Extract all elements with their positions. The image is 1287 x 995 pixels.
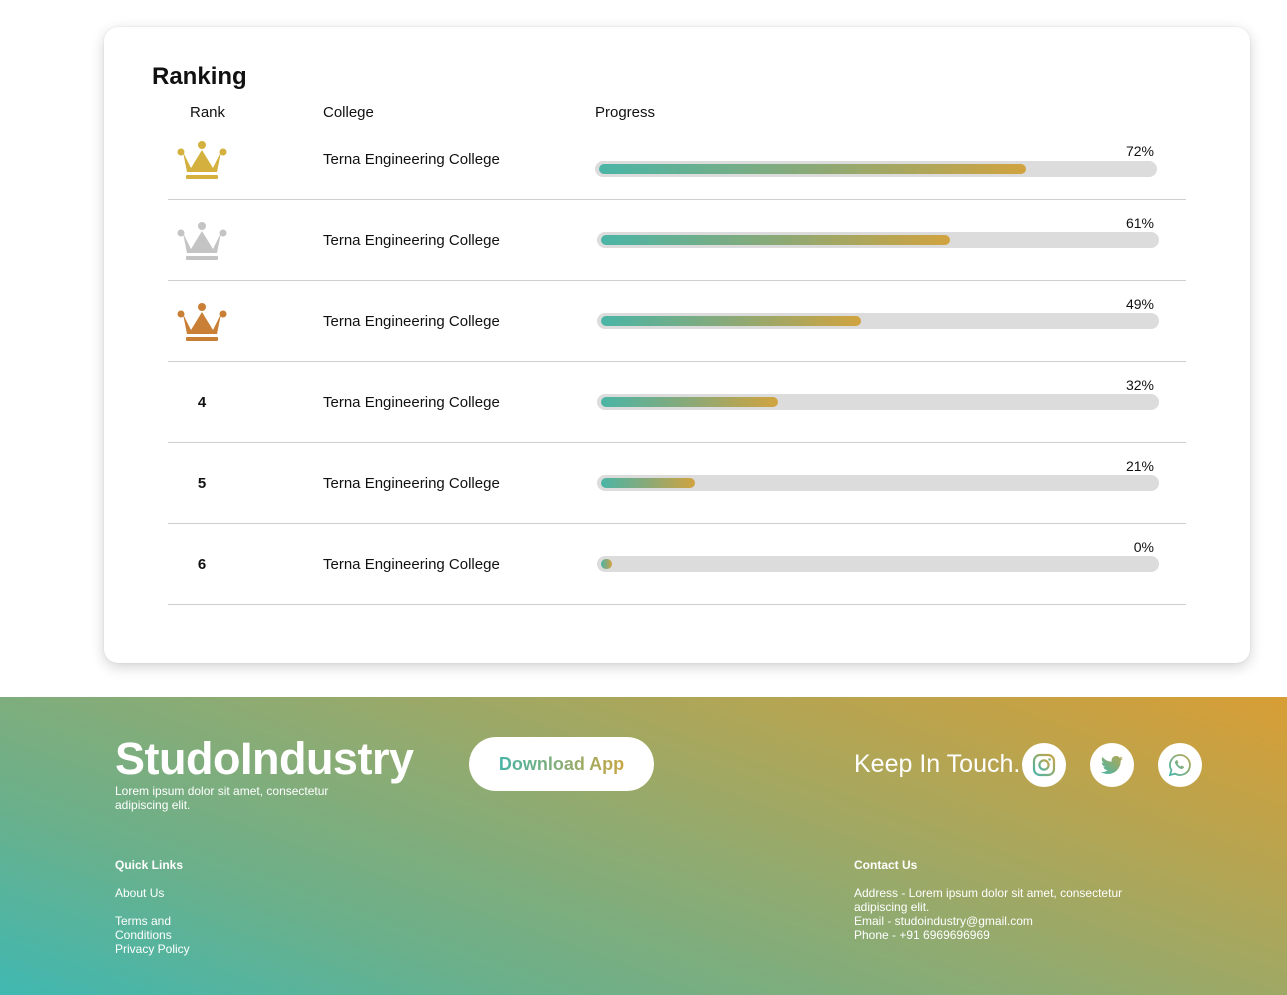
- progress-track: [597, 313, 1159, 329]
- progress-track: [597, 394, 1159, 410]
- college-name: Terna Engineering College: [323, 312, 500, 330]
- ranking-title: Ranking: [152, 63, 247, 90]
- progress-percent: 32%: [1125, 377, 1154, 393]
- rank-cell: 5: [168, 443, 236, 523]
- brand-tagline: Lorem ipsum dolor sit amet, consectetur …: [115, 784, 329, 812]
- about-us-link[interactable]: About Us: [115, 886, 165, 900]
- brand-logo[interactable]: StudoIndustry: [115, 733, 414, 784]
- progress-fill: [601, 316, 861, 326]
- progress-track: [595, 161, 1157, 177]
- contact-us-heading: Contact Us: [854, 858, 918, 872]
- rank-cell: [168, 281, 236, 361]
- gold-crown-icon: [177, 141, 227, 179]
- college-column-header: College: [323, 104, 374, 121]
- whatsapp-icon: [1168, 754, 1191, 777]
- progress-fill: [601, 559, 612, 569]
- whatsapp-link[interactable]: [1158, 743, 1202, 787]
- progress-fill: [601, 235, 950, 245]
- twitter-link[interactable]: [1090, 743, 1134, 787]
- table-row: 4 Terna Engineering College 32%: [168, 362, 1186, 443]
- quick-links-heading: Quick Links: [115, 858, 184, 872]
- bronze-crown-icon: [177, 303, 227, 341]
- college-name: Terna Engineering College: [323, 231, 500, 249]
- progress-percent: 72%: [1125, 143, 1154, 159]
- instagram-link[interactable]: [1022, 743, 1066, 787]
- progress-percent: 21%: [1125, 458, 1154, 474]
- table-row: Terna Engineering College 61%: [168, 200, 1186, 281]
- rank-cell: [168, 119, 236, 199]
- progress-fill: [601, 397, 778, 407]
- rank-number: 6: [197, 555, 207, 573]
- keep-in-touch-label: Keep In Touch.: [854, 750, 1021, 778]
- progress-percent: 61%: [1125, 215, 1154, 231]
- progress-track: [597, 556, 1159, 572]
- contact-email: Email - studoindustry@gmail.com: [854, 914, 1033, 928]
- progress-column-header: Progress: [595, 104, 656, 121]
- contact-address: Address - Lorem ipsum dolor sit amet, co…: [854, 886, 1123, 914]
- download-app-label: Download App: [498, 753, 625, 774]
- college-name: Terna Engineering College: [323, 393, 500, 411]
- silver-crown-icon: [177, 222, 227, 260]
- table-row: Terna Engineering College 72%: [168, 119, 1186, 200]
- download-app-button[interactable]: Download App: [469, 737, 654, 791]
- progress-track: [597, 232, 1159, 248]
- progress-track: [597, 475, 1159, 491]
- rank-cell: 4: [168, 362, 236, 442]
- table-row: Terna Engineering College 49%: [168, 281, 1186, 362]
- rank-column-header: Rank: [190, 104, 226, 121]
- terms-link[interactable]: Terms and Conditions: [115, 914, 172, 942]
- rank-number: 5: [197, 474, 207, 492]
- progress-percent: 49%: [1125, 296, 1154, 312]
- privacy-policy-link[interactable]: Privacy Policy: [115, 942, 190, 956]
- progress-fill: [601, 478, 695, 488]
- college-name: Terna Engineering College: [323, 555, 500, 573]
- college-name: Terna Engineering College: [323, 150, 500, 168]
- rank-number: 4: [197, 393, 207, 411]
- ranking-card: Ranking Rank College Progress Terna Engi…: [104, 27, 1250, 663]
- table-row: 6 Terna Engineering College 0%: [168, 524, 1186, 605]
- contact-phone: Phone - +91 6969696969: [854, 928, 990, 942]
- instagram-icon: [1032, 753, 1056, 777]
- progress-fill: [599, 164, 1026, 174]
- college-name: Terna Engineering College: [323, 474, 500, 492]
- rank-cell: 6: [168, 524, 236, 604]
- table-row: 5 Terna Engineering College 21%: [168, 443, 1186, 524]
- rank-cell: [168, 200, 236, 280]
- twitter-icon: [1101, 755, 1123, 775]
- footer: StudoIndustry Lorem ipsum dolor sit amet…: [0, 697, 1287, 995]
- progress-percent: 0%: [1133, 539, 1154, 555]
